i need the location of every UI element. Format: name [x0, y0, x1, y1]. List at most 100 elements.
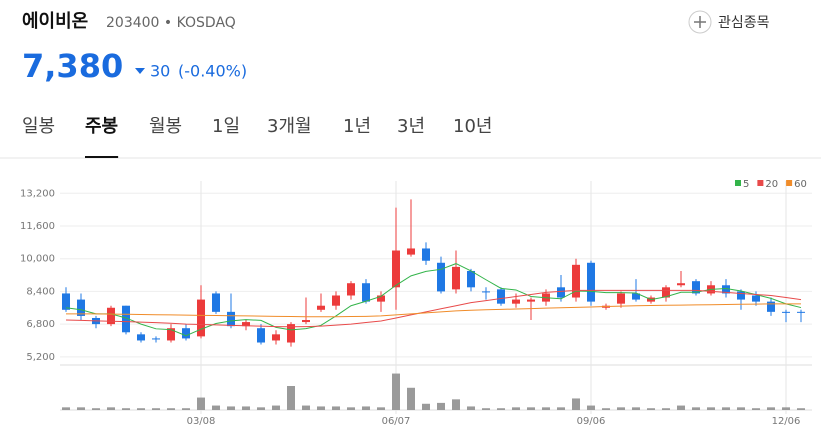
ma-line — [66, 303, 801, 318]
change-pct: (-0.40%) — [178, 62, 247, 81]
tab[interactable]: 월봉 — [149, 116, 182, 137]
candle-body — [557, 287, 565, 298]
candle-body — [272, 334, 280, 341]
x-tick-label: 12/06 — [772, 416, 801, 427]
tabs: 일봉 주봉 월봉 1일 3개월 1년 3년 10년 — [22, 116, 492, 158]
candle-body — [482, 291, 490, 293]
candle-body — [77, 299, 85, 316]
x-tick-label: 09/06 — [577, 416, 606, 427]
volume-bar — [422, 403, 430, 410]
candle-body — [467, 270, 475, 288]
volume-bar — [482, 408, 490, 410]
volume-bar — [287, 386, 295, 410]
candle-body — [182, 328, 190, 339]
tab[interactable]: 3년 — [397, 116, 425, 137]
candle-body — [302, 320, 310, 323]
candle-body — [257, 328, 265, 343]
legend-swatch — [735, 180, 741, 186]
candle-body — [587, 262, 595, 302]
candle-body — [227, 311, 235, 327]
tab[interactable]: 일봉 — [22, 116, 55, 137]
volume-bar — [557, 407, 565, 410]
legend-swatch — [757, 180, 764, 186]
candle-body — [737, 291, 745, 300]
legend-swatch — [786, 180, 793, 186]
candle-body — [242, 322, 250, 327]
candle-body — [107, 307, 115, 325]
volume-bar — [332, 406, 340, 410]
volume-bar — [272, 405, 280, 410]
volume-bar — [437, 402, 445, 410]
volume-bar — [677, 405, 685, 410]
stock-code: 203400 • KOSDAQ — [106, 15, 236, 31]
volume-bar — [137, 408, 145, 410]
candle-body — [197, 299, 205, 337]
legend-label: 5 — [743, 179, 749, 190]
tab[interactable]: 3개월 — [267, 116, 312, 137]
candle-body — [452, 266, 460, 290]
candle-body — [617, 293, 625, 304]
volume-bar — [392, 373, 400, 410]
candle-body — [332, 295, 340, 306]
watch-button[interactable]: 관심종목 — [718, 15, 770, 31]
watch-plus — [694, 16, 706, 28]
tab[interactable]: 1년 — [343, 116, 371, 137]
y-tick-label: 10,000 — [20, 254, 55, 265]
candle-body — [392, 250, 400, 288]
candle-body — [632, 293, 640, 300]
volume-bar — [347, 407, 355, 410]
candle-body — [797, 311, 805, 313]
volume-bar — [377, 407, 385, 410]
candle-body — [527, 299, 535, 302]
chart: 5,200 6,800 8,400 10,000 11,600 13,200 03/08 06… — [20, 179, 812, 427]
candle-body — [62, 293, 70, 310]
volume-bar — [707, 407, 715, 410]
candle-body — [677, 283, 685, 286]
change: 30 — [150, 62, 170, 81]
legend-label: 60 — [794, 179, 807, 190]
candle-body — [422, 248, 430, 261]
volume-bar — [407, 387, 415, 410]
tab[interactable]: 1일 — [212, 116, 240, 137]
volume-bar — [572, 398, 580, 410]
y-tick-label: 13,200 — [20, 188, 55, 199]
candle-body — [767, 301, 775, 312]
volume-bar — [62, 407, 70, 410]
candle-body — [752, 295, 760, 302]
volume-bar — [692, 407, 700, 410]
volume-bar — [632, 407, 640, 410]
volume-bar — [167, 408, 175, 410]
volume-bar — [242, 406, 250, 410]
tab[interactable]: 주봉 — [85, 116, 118, 137]
candle-body — [347, 283, 355, 296]
y-tick-label: 11,600 — [20, 221, 55, 232]
volume-bar — [767, 407, 775, 410]
volume-bar — [77, 407, 85, 410]
volume-bar — [602, 408, 610, 410]
volume-bar — [467, 406, 475, 410]
y-tick-label: 5,200 — [26, 352, 55, 363]
volume-bar — [647, 408, 655, 410]
ma-line — [65, 263, 802, 337]
volume-bar — [542, 407, 550, 410]
volume-bar — [227, 406, 235, 410]
candle-body — [212, 293, 220, 312]
legend-label: 20 — [765, 179, 778, 190]
candle-body — [692, 281, 700, 294]
volume-bar — [257, 407, 265, 410]
volume-bar — [737, 407, 745, 410]
candle-body — [722, 285, 730, 294]
volume-bar — [212, 405, 220, 410]
tab[interactable]: 10년 — [453, 116, 492, 137]
candle-body — [572, 264, 580, 298]
candle-body — [137, 334, 145, 341]
volume-bar — [92, 408, 100, 410]
x-tick-label: 06/07 — [382, 416, 411, 427]
candle-body — [497, 289, 505, 304]
ma-line — [65, 289, 802, 328]
volume-bar — [797, 408, 805, 410]
volume-bar — [152, 408, 160, 410]
candle-body — [287, 324, 295, 343]
